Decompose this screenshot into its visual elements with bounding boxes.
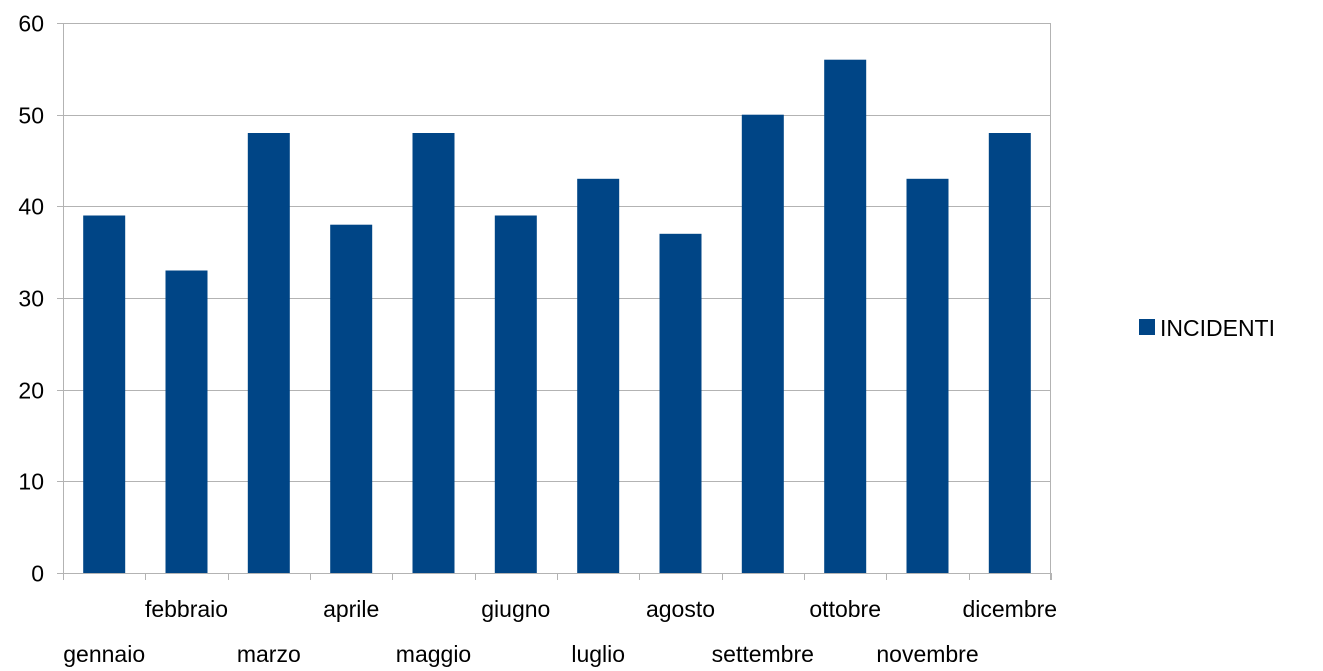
bar-ottobre: [824, 59, 867, 573]
bar-febbraio: [165, 270, 208, 573]
axes: [57, 23, 1052, 580]
bar-novembre: [906, 178, 949, 574]
x-tick-label: aprile: [323, 596, 379, 622]
x-tick-label: luglio: [571, 641, 625, 667]
x-tick-label: agosto: [646, 596, 715, 622]
x-tick-label: gennaio: [63, 641, 145, 667]
bar-maggio: [412, 133, 455, 573]
legend: INCIDENTI: [1139, 315, 1275, 341]
legend-label: INCIDENTI: [1160, 315, 1275, 341]
y-tick-label: 50: [18, 103, 44, 129]
y-tick-labels: 0 10 20 30 40 50 60: [18, 11, 44, 587]
bar-luglio: [577, 178, 620, 574]
gridlines: [63, 23, 1051, 574]
bars: [83, 59, 1031, 574]
bar-marzo: [247, 133, 290, 573]
x-tick-label: febbraio: [145, 596, 228, 622]
y-tick-label: 20: [18, 378, 44, 404]
x-tick-label: ottobre: [809, 596, 881, 622]
x-tick-label: giugno: [481, 596, 550, 622]
x-tick-label: marzo: [237, 641, 301, 667]
bar-aprile: [330, 224, 373, 573]
y-tick-label: 10: [18, 469, 44, 495]
legend-swatch: [1139, 319, 1155, 335]
y-tick-label: 30: [18, 286, 44, 312]
bar-agosto: [659, 233, 702, 574]
x-tick-label: settembre: [712, 641, 814, 667]
bar-giugno: [494, 215, 537, 573]
x-tick-label: dicembre: [962, 596, 1057, 622]
bar-settembre: [741, 114, 784, 573]
y-tick-label: 0: [31, 561, 44, 587]
y-tick-label: 40: [18, 194, 44, 220]
x-tick-label: novembre: [876, 641, 978, 667]
x-tick-label: maggio: [396, 641, 471, 667]
bar-dicembre: [988, 133, 1031, 573]
bar-gennaio: [83, 215, 126, 573]
y-tick-label: 60: [18, 11, 44, 37]
